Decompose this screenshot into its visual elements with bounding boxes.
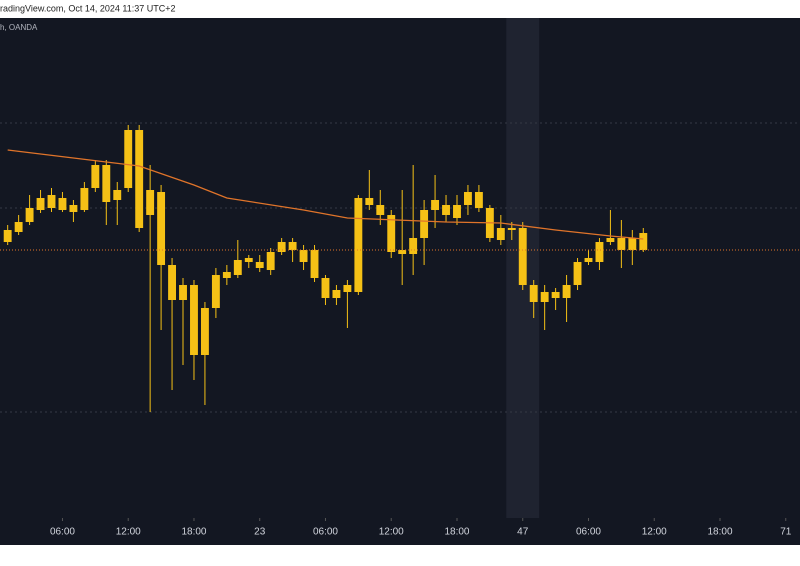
candle-body	[376, 205, 385, 215]
candle-body	[398, 250, 407, 254]
candle-body	[190, 285, 198, 355]
candle-body	[157, 192, 166, 265]
candle-body	[354, 198, 363, 292]
candle-body	[529, 285, 538, 302]
x-tick-label: 71	[780, 527, 792, 538]
candle-body	[102, 165, 111, 202]
candle-body	[573, 262, 582, 285]
candle-body	[496, 228, 505, 240]
candle-body	[299, 250, 308, 262]
candle-body	[222, 272, 231, 278]
candle-body	[233, 260, 242, 275]
candle-body	[343, 285, 352, 292]
candle-body	[179, 285, 187, 300]
candle-body	[442, 205, 450, 215]
x-tick-label: 18:00	[444, 527, 469, 538]
candle-body	[420, 210, 429, 238]
candle-body	[113, 190, 122, 200]
candle-body	[288, 242, 297, 250]
candle-body	[69, 205, 78, 212]
moving-average	[7, 149, 644, 240]
candle-body	[628, 238, 637, 250]
candle-body	[3, 230, 12, 242]
candle-body	[639, 233, 648, 250]
candle-body	[211, 275, 220, 308]
candle-body	[124, 130, 133, 188]
candle-body	[58, 198, 67, 210]
candle-body	[146, 190, 155, 215]
x-tick-label: 06:00	[50, 527, 75, 538]
candle-body	[80, 188, 89, 210]
candle-body	[36, 198, 45, 210]
x-tick-label: 18:00	[707, 527, 732, 538]
candle-body	[47, 195, 56, 208]
x-tick-label: 06:00	[313, 527, 338, 538]
plot-bg	[0, 18, 800, 518]
candle-body	[617, 238, 626, 250]
x-tick-label: 12:00	[116, 527, 141, 538]
candle-body	[562, 285, 571, 298]
x-tick-label: 18:00	[181, 527, 206, 538]
candle-body	[332, 290, 341, 298]
candle-body	[168, 265, 176, 300]
x-tick-label: 06:00	[576, 527, 601, 538]
candle-body	[25, 208, 34, 222]
candle-body	[551, 292, 560, 298]
candle-body	[244, 258, 253, 262]
plot: 006:0012:0018:002306:0012:0018:004706:00…	[0, 18, 800, 538]
candle-body	[595, 242, 604, 262]
candle-body	[200, 308, 209, 355]
x-axis-bg	[0, 518, 800, 545]
candle-body	[14, 222, 23, 232]
candle-body	[431, 200, 440, 210]
x-tick-label: 12:00	[642, 527, 667, 538]
candle-body	[255, 262, 264, 268]
candle-body	[310, 250, 319, 278]
x-tick-label: 23	[254, 527, 266, 538]
x-tick-label: 12:00	[379, 527, 404, 538]
candle-body	[507, 228, 516, 230]
candle-body	[321, 278, 330, 298]
candle-body	[584, 258, 593, 262]
candle-body	[91, 165, 100, 188]
candle-body	[387, 215, 396, 252]
candle-body	[453, 205, 461, 218]
candle-body	[277, 242, 286, 252]
candle-body	[474, 192, 483, 208]
candle-body	[135, 130, 144, 228]
candle-body	[266, 252, 275, 270]
candle-body	[540, 292, 549, 302]
candle-body	[464, 192, 472, 205]
header: radingView.com, Oct 14, 2024 11:37 UTC+2	[0, 3, 176, 13]
candle-body	[518, 228, 527, 285]
candle-body	[409, 238, 418, 254]
symbol: h, OANDA	[0, 23, 38, 32]
x-tick-label: 47	[517, 527, 529, 538]
candle-body	[606, 238, 615, 242]
candle-body	[365, 198, 374, 205]
